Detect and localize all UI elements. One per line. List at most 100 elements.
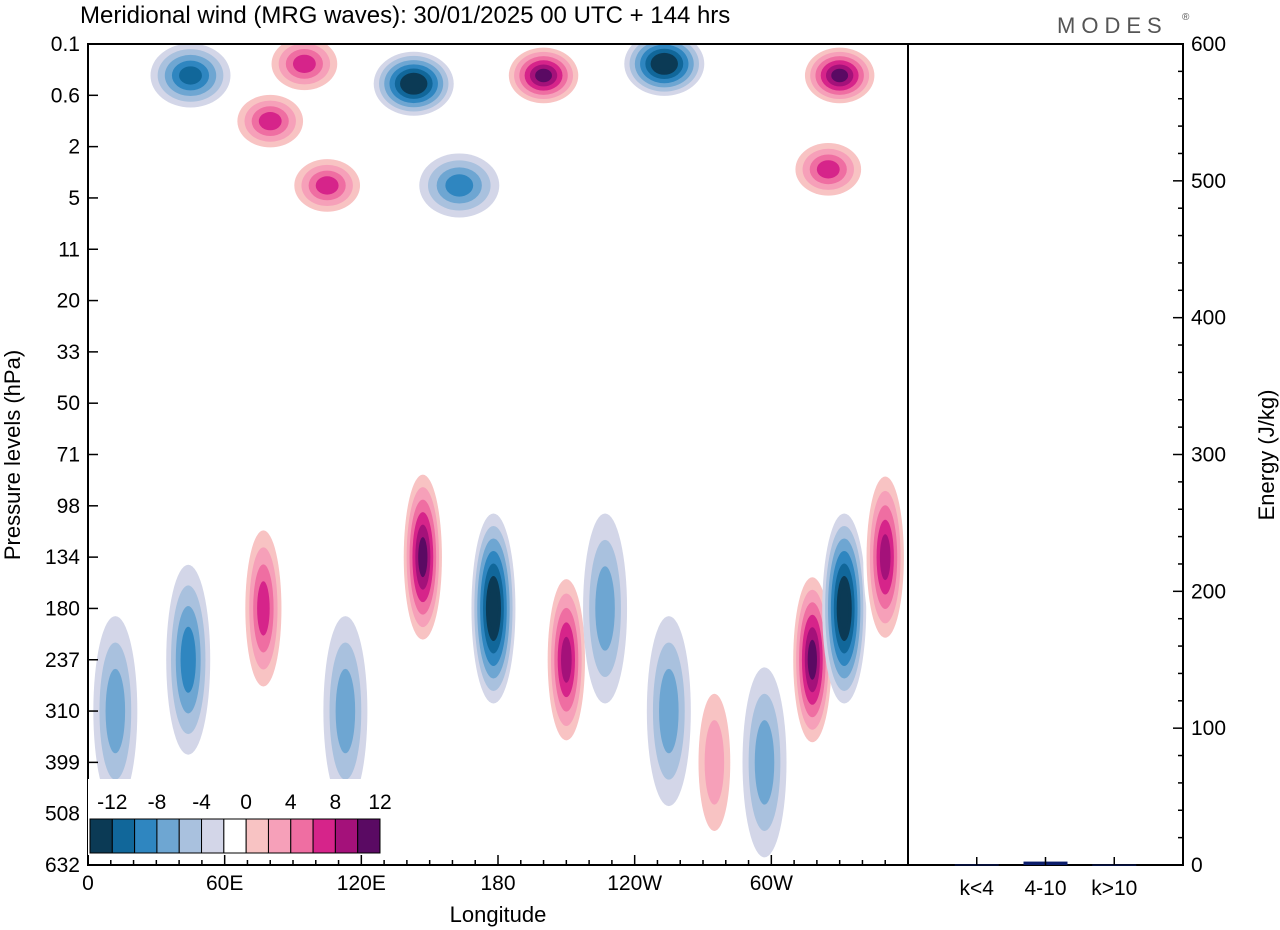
colorbar-swatch xyxy=(111,818,136,854)
y-tick-label: 632 xyxy=(45,854,80,877)
y-axis-label: Pressure levels (hPa) xyxy=(0,350,25,560)
y-tick-label: 98 xyxy=(57,495,80,518)
wind-anomaly-cell xyxy=(646,616,691,807)
energy-bars: k<4 4-10 k>10 xyxy=(954,857,1137,900)
y-tick-label: 2 xyxy=(68,136,80,159)
colorbar-tick-label: -8 xyxy=(148,791,167,814)
colorbar-swatch xyxy=(178,818,203,854)
colorbar-tick-label: -4 xyxy=(192,791,211,814)
colorbar-swatch xyxy=(89,818,113,854)
contour-band xyxy=(418,537,428,578)
y-tick-label: 508 xyxy=(45,803,80,826)
contour-band xyxy=(561,636,572,683)
wind-anomaly-cell xyxy=(624,44,705,96)
contour-band xyxy=(445,174,474,197)
wind-anomaly-cell xyxy=(471,513,516,704)
wind-anomaly-cell xyxy=(822,513,867,704)
wind-anomaly-cell xyxy=(264,44,345,96)
wind-anomaly-cell xyxy=(692,667,737,858)
heatmap-field xyxy=(93,44,908,858)
colorbar-tick-label: 8 xyxy=(330,791,342,814)
wind-anomaly-cell xyxy=(503,44,584,108)
wind-anomaly-cell xyxy=(863,462,908,653)
contour-band xyxy=(257,581,270,636)
colorbar-swatch xyxy=(290,818,314,854)
contour-band xyxy=(595,566,615,651)
x-axis-label: Longitude xyxy=(450,902,547,927)
heatmap-axes: 0.1 0.6 2 5 11 20 33 50 71 98 134 180 237 310 399 508 63… xyxy=(45,33,909,895)
energy-category-label: k>10 xyxy=(1091,877,1137,900)
energy-tick-label: 200 xyxy=(1191,580,1226,603)
wind-anomaly-cell xyxy=(788,137,869,202)
energy-bar xyxy=(1092,864,1137,866)
y-tick-label: 134 xyxy=(45,546,80,569)
modes-logo: MODES ® xyxy=(1057,12,1190,38)
energy-tick-label: 400 xyxy=(1191,307,1226,330)
wind-anomaly-cell xyxy=(241,513,286,704)
energy-axis-label: Energy (J/kg) xyxy=(1254,390,1279,521)
colorbar-tick-label: 12 xyxy=(368,791,391,814)
colorbar-swatch xyxy=(201,818,225,854)
colorbar-swatch xyxy=(134,818,158,854)
contour-band xyxy=(754,720,775,805)
energy-tick-label: 600 xyxy=(1191,33,1226,56)
energy-panel-frame xyxy=(907,43,1184,866)
colorbar-swatch xyxy=(245,818,269,854)
brand-wordmark: MODES xyxy=(1057,13,1168,38)
x-tick-label: 120E xyxy=(337,872,386,895)
energy-axes: 0 100 200 300 400 500 600 xyxy=(1173,33,1226,877)
brand-mark: ® xyxy=(1182,12,1190,23)
wind-anomaly-cell xyxy=(230,89,311,154)
wind-anomaly-cell xyxy=(93,616,138,807)
y-tick-label: 310 xyxy=(45,700,80,723)
contour-band xyxy=(807,639,817,680)
contour-band xyxy=(180,626,196,693)
wind-anomaly-cell xyxy=(742,667,787,858)
colorbar-swatch xyxy=(223,818,247,854)
y-tick-label: 0.6 xyxy=(51,84,80,107)
energy-category-label: k<4 xyxy=(960,877,995,900)
energy-tick-label: 500 xyxy=(1191,170,1226,193)
wind-anomaly-cell xyxy=(323,616,368,807)
contour-band xyxy=(105,668,126,754)
contour-band xyxy=(879,534,891,581)
wind-anomaly-cell xyxy=(790,564,835,755)
y-tick-label: 399 xyxy=(45,751,80,774)
contour-band xyxy=(839,588,849,629)
y-tick-label: 5 xyxy=(68,187,80,210)
contour-band xyxy=(655,57,673,71)
wind-anomaly-cell xyxy=(799,44,880,108)
contour-band xyxy=(258,112,282,131)
contour-band xyxy=(335,668,356,754)
colorbar-swatch xyxy=(312,818,336,854)
energy-tick-label: 300 xyxy=(1191,444,1226,467)
contour-band xyxy=(315,176,339,195)
contour-band xyxy=(179,66,202,85)
wind-anomaly-cell xyxy=(400,462,445,653)
x-tick-label: 60E xyxy=(206,872,243,895)
colorbar-swatch xyxy=(267,818,292,854)
wind-anomaly-cell xyxy=(544,564,589,755)
chart-title: Meridional wind (MRG waves): 30/01/2025 … xyxy=(80,2,730,29)
y-tick-label: 11 xyxy=(58,238,80,261)
wind-anomaly-cell xyxy=(373,51,454,116)
contour-band xyxy=(831,68,849,83)
colorbar-swatch xyxy=(156,818,180,854)
y-tick-label: 33 xyxy=(57,341,80,364)
colorbar-tick-label: 4 xyxy=(285,791,297,814)
colorbar-swatch xyxy=(334,818,359,854)
wind-anomaly-cell xyxy=(419,153,500,218)
x-tick-label: 0 xyxy=(82,872,94,895)
colorbar-swatch xyxy=(357,818,381,854)
energy-tick-label: 0 xyxy=(1191,854,1203,877)
y-tick-label: 180 xyxy=(45,597,80,620)
x-tick-label: 180 xyxy=(480,872,515,895)
energy-tick-label: 100 xyxy=(1191,717,1226,740)
contour-band xyxy=(535,68,552,83)
x-tick-label: 120W xyxy=(607,872,662,895)
colorbar-tick-label: -12 xyxy=(97,791,127,814)
wind-anomaly-cell xyxy=(287,153,368,218)
y-tick-label: 0.1 xyxy=(51,33,80,56)
contour-band xyxy=(816,160,840,179)
